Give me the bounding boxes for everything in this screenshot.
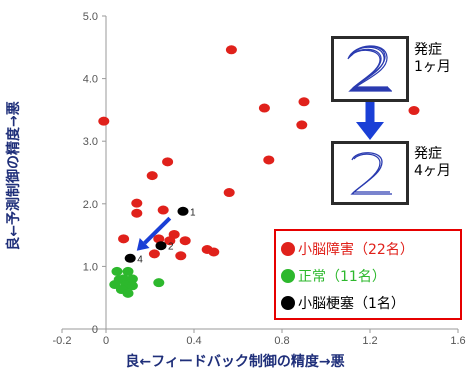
data-point: [164, 236, 176, 246]
y-tick-label: 3.0: [83, 136, 98, 148]
y-tick-label: 5.0: [83, 11, 98, 23]
data-point: [157, 205, 169, 215]
x-tick-label: 1.6: [450, 335, 465, 347]
data-point: [263, 155, 275, 165]
data-point: [111, 266, 123, 276]
onset-1-month-line2: 1ヶ月: [414, 59, 451, 75]
scribble-digit-2-icon: [347, 45, 392, 92]
legend-item-cerebellar-infarction: 小脳梗塞（1名）: [281, 289, 460, 316]
y-tick-label: 0: [92, 324, 98, 336]
x-tick-label: 1.2: [362, 335, 377, 347]
data-point: [298, 97, 310, 107]
data-point: [131, 198, 143, 208]
data-points: 1 2 4: [98, 45, 420, 298]
data-point: [179, 236, 191, 246]
data-point: [208, 247, 220, 257]
data-point: [126, 281, 138, 291]
axes: -0.2 0 0.4 0.8 1.2 1.6 0 1.0 2.0 3.0 4.0 5.0 良←フィードバ…: [5, 11, 466, 370]
data-point: [258, 103, 270, 113]
data-point: [148, 249, 160, 259]
x-tick-label: 0.8: [274, 335, 289, 347]
x-axis-label: 良←フィードバック制御の精度→悪: [125, 353, 344, 370]
onset-4-month-line2: 4ヶ月: [414, 163, 451, 179]
data-point: [146, 171, 158, 181]
legend-item-normal: 正常（11名）: [281, 262, 460, 289]
data-point: [153, 234, 165, 244]
data-point: [177, 206, 189, 216]
data-point: [126, 274, 138, 284]
data-point: [153, 278, 165, 288]
y-axis-label: 良←予測制御の精度→悪: [5, 101, 22, 250]
data-point: [162, 157, 174, 167]
onset-1-month-line1: 発症: [414, 42, 442, 58]
legend-label-cerebellar-disorder: 小脳障害（22名）: [298, 241, 414, 258]
y-tick-label: 4.0: [83, 74, 98, 86]
legend-label-cerebellar-infarction: 小脳梗塞（1名）: [298, 295, 405, 312]
data-point: [225, 45, 237, 55]
onset-4-month-line1: 発症: [414, 146, 442, 162]
data-point: [131, 208, 143, 218]
legend-label-normal: 正常（11名）: [298, 268, 386, 285]
trend-arrow-head: [136, 238, 150, 251]
down-arrow-icon: [356, 100, 384, 140]
data-point: [408, 106, 420, 116]
handwriting-sample-1-month: [331, 36, 409, 102]
data-point: [175, 251, 187, 261]
data-point: [118, 234, 130, 244]
data-point: [124, 253, 136, 263]
data-point: [98, 116, 110, 126]
annotations: [136, 216, 172, 251]
data-point-label: 2: [168, 242, 174, 253]
clean-digit-2-icon: [350, 152, 392, 195]
legend-swatch-green: [281, 268, 295, 283]
data-point-label: 4: [137, 254, 143, 265]
legend-swatch-black: [281, 295, 295, 310]
x-tick-label: 0: [103, 335, 109, 347]
data-point: [122, 266, 134, 276]
legend-swatch-red: [281, 241, 295, 256]
x-tick-label: 0.4: [186, 335, 201, 347]
y-tick-label: 1.0: [83, 261, 98, 273]
data-point: [122, 288, 134, 298]
x-tick-label: -0.2: [53, 335, 72, 347]
data-point: [155, 241, 167, 251]
chart-legend: 小脳障害（22名） 正常（11名） 小脳梗塞（1名）: [274, 229, 462, 320]
y-tick-label: 2.0: [83, 199, 98, 211]
data-point: [223, 188, 235, 198]
handwriting-sample-4-month: [331, 141, 409, 205]
data-point-label: 1: [190, 207, 196, 218]
data-point: [296, 120, 308, 130]
legend-item-cerebellar-disorder: 小脳障害（22名）: [281, 235, 460, 262]
onset-1-month-label: 発症 1ヶ月: [414, 42, 451, 76]
trend-arrow-shaft: [143, 216, 172, 245]
onset-4-month-label: 発症 4ヶ月: [414, 146, 451, 180]
